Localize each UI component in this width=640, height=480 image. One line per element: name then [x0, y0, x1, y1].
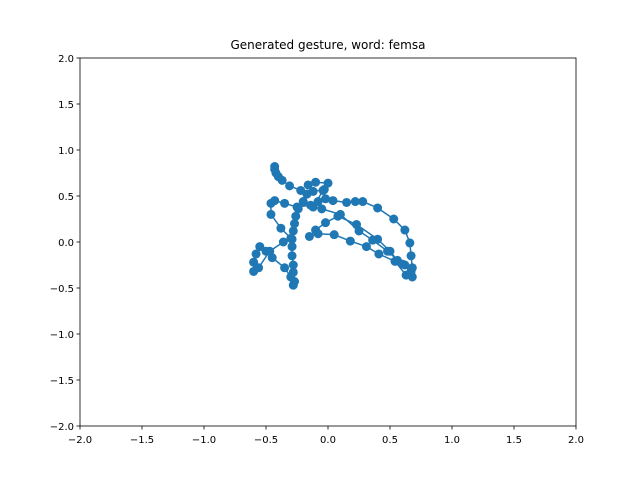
- point: [397, 259, 407, 269]
- x-tick-label: −1.5: [130, 435, 154, 446]
- x-tick-label: 2.0: [568, 435, 584, 446]
- point: [383, 246, 393, 256]
- y-tick-label: −1.0: [50, 330, 74, 341]
- point: [308, 202, 318, 212]
- point: [288, 280, 298, 290]
- point: [255, 242, 265, 252]
- point: [311, 177, 321, 187]
- point: [321, 218, 331, 228]
- point: [329, 230, 339, 240]
- y-tick-label: −0.5: [50, 284, 74, 295]
- y-tick-label: 1.0: [58, 146, 74, 157]
- point: [321, 194, 331, 204]
- x-tick-label: −2.0: [68, 435, 92, 446]
- point: [288, 260, 298, 270]
- point: [287, 242, 297, 252]
- y-tick-label: −1.5: [50, 376, 74, 387]
- point: [277, 175, 287, 185]
- point: [266, 209, 276, 219]
- x-tick-label: −0.5: [254, 435, 278, 446]
- point: [358, 197, 368, 207]
- point: [303, 180, 313, 190]
- y-tick-label: 0.0: [58, 238, 74, 249]
- point: [405, 238, 415, 248]
- point: [406, 266, 416, 276]
- point: [342, 197, 352, 207]
- x-tick-label: 0.5: [382, 435, 398, 446]
- point: [251, 249, 261, 259]
- point: [286, 233, 296, 243]
- point: [373, 203, 383, 213]
- y-tick-label: 2.0: [58, 54, 74, 65]
- point: [270, 196, 280, 206]
- point: [361, 242, 371, 252]
- point: [291, 211, 301, 221]
- point: [298, 197, 308, 207]
- point: [308, 186, 318, 196]
- point: [292, 202, 302, 212]
- x-tick-label: 1.5: [506, 435, 522, 446]
- chart-title: Generated gesture, word: femsa: [231, 38, 426, 52]
- y-tick-label: 1.5: [58, 100, 74, 111]
- point: [287, 251, 297, 261]
- x-tick-label: 0.0: [320, 435, 336, 446]
- point: [280, 263, 290, 273]
- point: [254, 263, 264, 273]
- point: [285, 181, 295, 191]
- point: [288, 226, 298, 236]
- y-tick-label: −2.0: [50, 422, 74, 433]
- point: [368, 235, 378, 245]
- point: [265, 246, 275, 256]
- point: [354, 226, 364, 236]
- point: [335, 209, 345, 219]
- point: [280, 198, 290, 208]
- point: [389, 214, 399, 224]
- point: [286, 272, 296, 282]
- point: [350, 197, 360, 207]
- point: [317, 204, 327, 214]
- point: [304, 231, 314, 241]
- x-tick-label: −1.0: [192, 435, 216, 446]
- point: [400, 225, 410, 235]
- point: [374, 249, 384, 259]
- x-tick-label: 1.0: [444, 435, 460, 446]
- point: [278, 237, 288, 247]
- point: [319, 185, 329, 195]
- point: [406, 251, 416, 261]
- point: [328, 196, 338, 206]
- point: [345, 236, 355, 246]
- y-tick-label: 0.5: [58, 192, 74, 203]
- point: [311, 225, 321, 235]
- point: [290, 219, 300, 229]
- point: [276, 223, 286, 233]
